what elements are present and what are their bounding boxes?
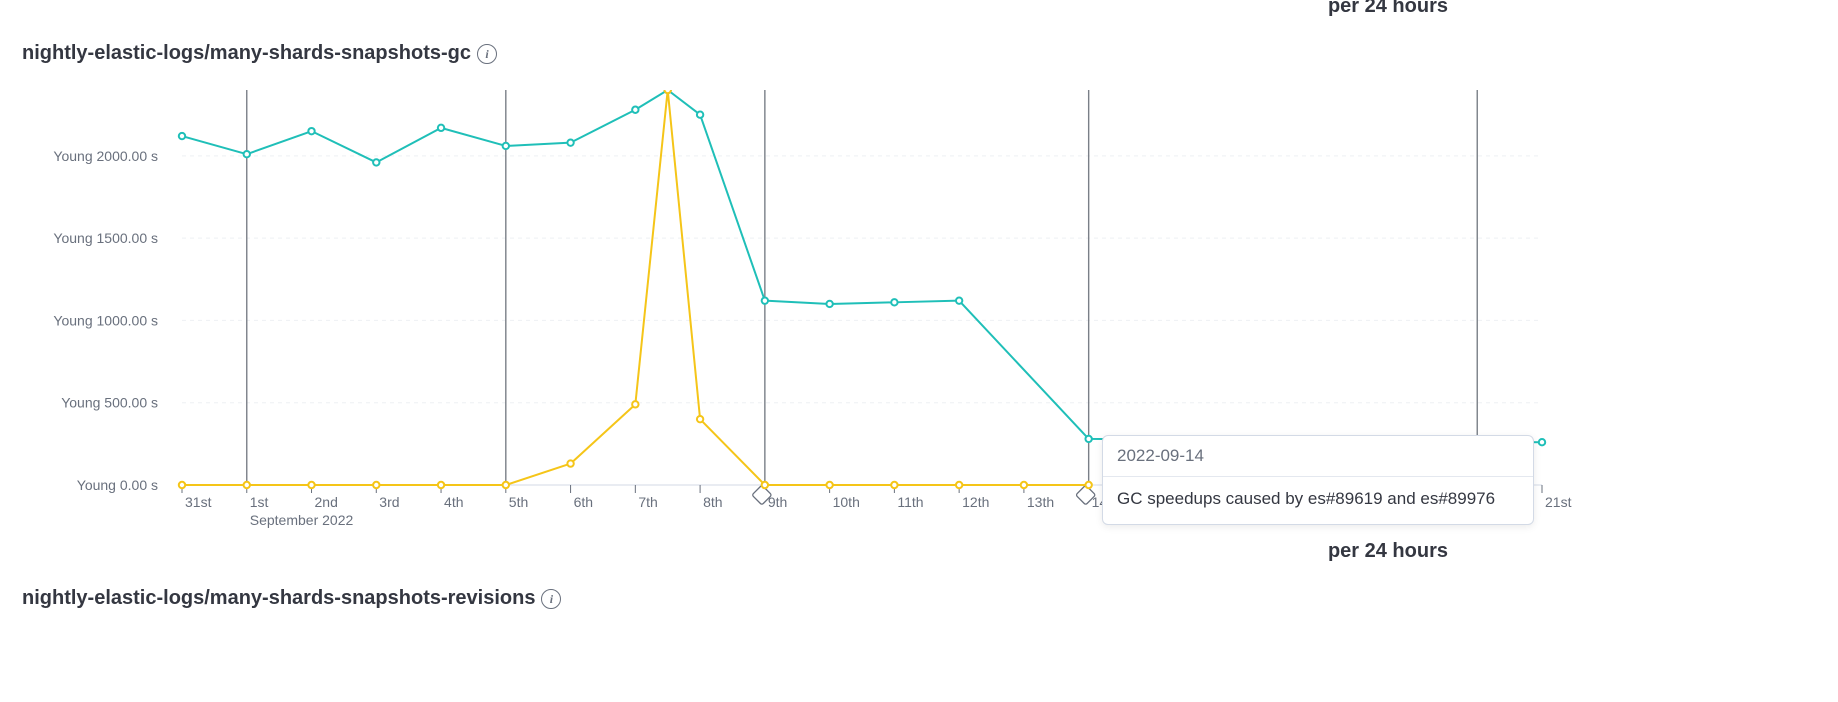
info-icon[interactable]: i [541,589,561,609]
svg-text:21st: 21st [1545,494,1572,510]
svg-text:8th: 8th [703,494,722,510]
tooltip-date: 2022-09-14 [1103,436,1533,477]
annotation-tooltip: 2022-09-14 GC speedups caused by es#8961… [1102,435,1534,525]
page-root: per 24 hours nightly-elastic-logs/many-s… [0,0,1838,702]
svg-text:4th: 4th [444,494,463,510]
svg-text:2nd: 2nd [315,494,338,510]
svg-text:1st: 1st [250,494,269,510]
svg-text:Young 1500.00 s: Young 1500.00 s [53,230,158,246]
chart1-title-row: nightly-elastic-logs/many-shards-snapsho… [22,42,497,65]
svg-text:31st: 31st [185,494,212,510]
chart1-title: nightly-elastic-logs/many-shards-snapsho… [22,42,471,65]
bottom-caption: per 24 hours [1328,540,1448,563]
svg-text:September 2022: September 2022 [250,512,354,528]
info-icon[interactable]: i [477,44,497,64]
svg-text:10th: 10th [833,494,860,510]
chart2-title: nightly-elastic-logs/many-shards-snapsho… [22,587,535,610]
svg-text:7th: 7th [638,494,657,510]
top-caption: per 24 hours [1328,0,1448,18]
tooltip-body: GC speedups caused by es#89619 and es#89… [1103,477,1533,524]
chart2-title-row: nightly-elastic-logs/many-shards-snapsho… [22,587,561,610]
svg-text:Young 0.00 s: Young 0.00 s [77,477,158,493]
svg-text:13th: 13th [1027,494,1054,510]
svg-text:Young 500.00 s: Young 500.00 s [61,395,158,411]
svg-text:5th: 5th [509,494,528,510]
svg-text:3rd: 3rd [379,494,399,510]
svg-text:Young 1000.00 s: Young 1000.00 s [53,312,158,328]
svg-text:12th: 12th [962,494,989,510]
svg-text:Young 2000.00 s: Young 2000.00 s [53,148,158,164]
svg-text:6th: 6th [574,494,593,510]
svg-text:11th: 11th [897,494,923,510]
